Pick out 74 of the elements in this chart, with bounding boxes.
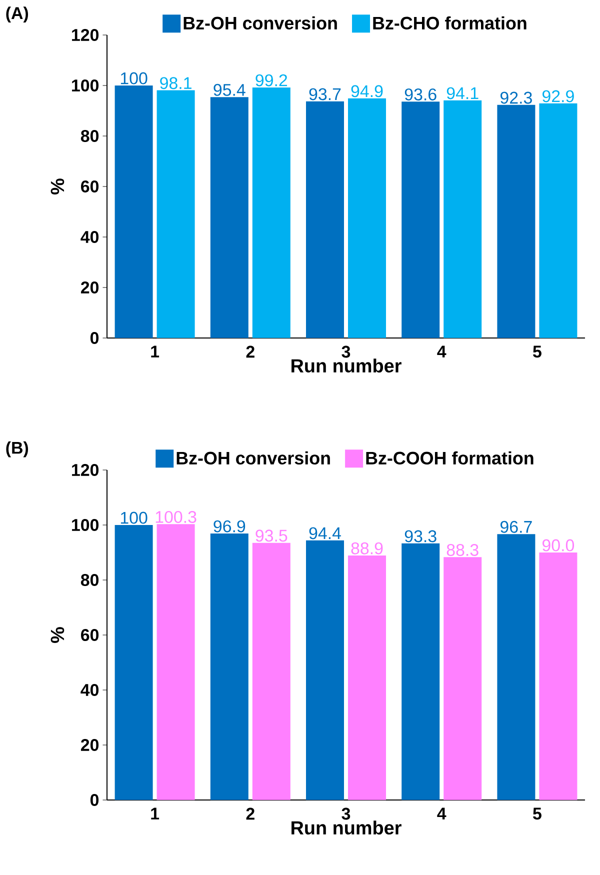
y-axis-title: % xyxy=(50,627,64,643)
x-tick-label: 4 xyxy=(437,346,446,358)
legend-label: Bz-OH conversion xyxy=(184,16,337,30)
bar xyxy=(444,100,482,338)
y-tick-label: 100 xyxy=(72,79,99,92)
bar xyxy=(156,90,195,338)
data-label: 100.3 xyxy=(156,510,196,523)
bar xyxy=(348,98,386,338)
y-tick-label: 120 xyxy=(72,464,99,476)
y-tick-label: 60 xyxy=(81,180,99,192)
x-tick-label: 5 xyxy=(533,346,542,358)
bar xyxy=(156,524,195,800)
bar xyxy=(306,540,344,800)
data-label: 93.3 xyxy=(404,530,436,542)
x-axis-title: Run number xyxy=(292,820,402,835)
x-tick-label: 5 xyxy=(533,808,542,820)
data-label: 95.4 xyxy=(214,84,246,96)
data-label: 93.5 xyxy=(256,530,288,542)
bar xyxy=(348,556,386,800)
bar xyxy=(402,543,440,800)
data-label: 92.9 xyxy=(542,90,574,102)
bar xyxy=(252,542,290,800)
x-tick-label: 1 xyxy=(151,346,160,358)
legend-label: Bz-OH conversion xyxy=(176,451,330,464)
data-label: 93.6 xyxy=(404,88,436,100)
y-tick-label: 20 xyxy=(80,739,99,751)
x-tick-label: 2 xyxy=(246,346,254,358)
data-label: 94.4 xyxy=(309,527,341,540)
x-tick-label: 3 xyxy=(342,808,350,820)
bar xyxy=(444,557,482,800)
legend-label: Bz-CHO formation xyxy=(373,16,526,30)
bar xyxy=(402,102,440,338)
y-tick-label: 0 xyxy=(90,332,99,344)
data-label: 90.0 xyxy=(542,539,574,552)
bar xyxy=(210,534,248,800)
y-tick-label: 120 xyxy=(72,28,99,41)
chart-title: (B) xyxy=(6,441,28,458)
y-tick-label: 40 xyxy=(80,230,99,243)
data-label: 100 xyxy=(120,72,148,84)
data-label: 98.1 xyxy=(160,77,192,90)
y-tick-label: 80 xyxy=(80,574,99,586)
y-tick-label: 20 xyxy=(80,281,99,294)
legend-label: Bz-COOH formation xyxy=(366,451,534,464)
y-tick-label: 80 xyxy=(80,130,99,142)
data-label: 94.9 xyxy=(351,85,383,98)
x-tick-label: 4 xyxy=(437,808,446,820)
bar xyxy=(497,534,536,800)
bar xyxy=(306,101,344,338)
bar xyxy=(497,104,536,338)
x-tick-label: 2 xyxy=(246,808,254,820)
x-axis-title: Run number xyxy=(292,358,402,373)
y-tick-label: 40 xyxy=(80,684,99,696)
data-label: 96.7 xyxy=(500,520,532,533)
bar xyxy=(114,524,153,800)
y-tick-label: 0 xyxy=(90,794,99,806)
y-axis-title: % xyxy=(50,178,64,194)
y-tick-label: 100 xyxy=(72,519,99,531)
data-label: 88.3 xyxy=(446,544,478,556)
bar xyxy=(539,103,578,338)
data-label: 88.9 xyxy=(351,542,383,554)
bar xyxy=(210,97,248,338)
data-label: 99.2 xyxy=(256,74,288,86)
x-tick-label: 3 xyxy=(342,346,350,358)
data-label: 93.7 xyxy=(309,88,341,100)
data-label: 100 xyxy=(120,512,148,524)
data-label: 96.9 xyxy=(214,520,246,532)
y-tick-label: 60 xyxy=(81,629,99,641)
x-tick-label: 1 xyxy=(151,808,160,820)
data-label: 94.1 xyxy=(446,87,478,100)
chart-title: (A) xyxy=(6,6,28,22)
bar xyxy=(539,552,578,800)
bar xyxy=(114,85,153,338)
data-label: 92.3 xyxy=(500,92,532,104)
bar xyxy=(252,88,290,338)
